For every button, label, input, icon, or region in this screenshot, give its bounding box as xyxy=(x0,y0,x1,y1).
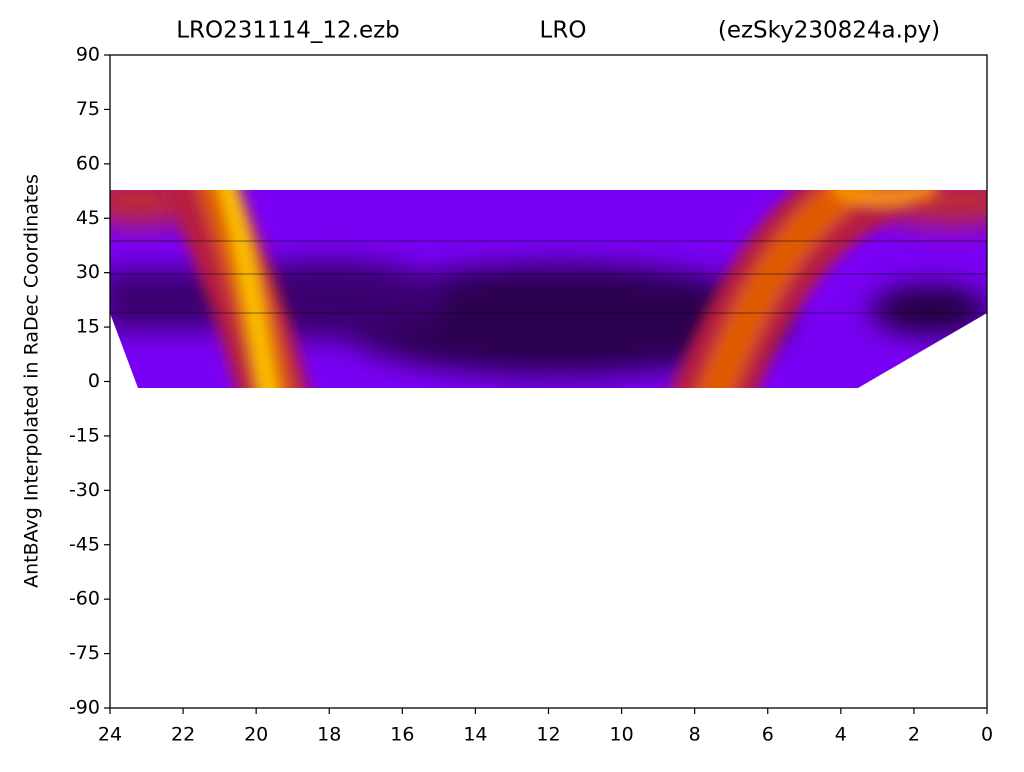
x-tick-label: 24 xyxy=(98,724,122,746)
x-tick-label: 16 xyxy=(390,724,414,746)
x-tick-label: 12 xyxy=(536,724,560,746)
title-right: (ezSky230824a.py) xyxy=(718,18,940,44)
x-tick-label: 4 xyxy=(835,724,847,746)
y-tick-label: -60 xyxy=(69,588,100,610)
y-tick-label: -15 xyxy=(69,424,100,446)
y-axis-label: AntBAvg Interpolated in RaDec Coordinate… xyxy=(21,174,43,588)
x-tick-label: 8 xyxy=(689,724,701,746)
x-tick-label: 20 xyxy=(244,724,268,746)
y-tick-label: 75 xyxy=(76,98,100,120)
y-tick-label: -45 xyxy=(69,533,100,555)
y-tick-label: 30 xyxy=(76,261,100,283)
x-tick-label: 10 xyxy=(609,724,633,746)
y-tick-label: 90 xyxy=(76,44,100,66)
y-tick-label: -90 xyxy=(69,697,100,719)
y-tick-label: -30 xyxy=(69,479,100,501)
x-tick-label: 6 xyxy=(762,724,774,746)
x-tick-label: 18 xyxy=(317,724,341,746)
y-tick-label: 45 xyxy=(76,207,100,229)
y-tick-label: -75 xyxy=(69,642,100,664)
title-left: LRO231114_12.ezb xyxy=(176,18,400,44)
heatmap xyxy=(110,190,987,388)
y-tick-label: 60 xyxy=(76,152,100,174)
chart-title: LRO xyxy=(540,18,587,44)
x-tick-label: 22 xyxy=(171,724,195,746)
x-tick-label: 14 xyxy=(463,724,487,746)
y-tick-label: 15 xyxy=(76,316,100,338)
y-tick-label: 0 xyxy=(88,370,100,392)
x-tick-label: 2 xyxy=(908,724,920,746)
x-tick-label: 0 xyxy=(981,724,993,746)
